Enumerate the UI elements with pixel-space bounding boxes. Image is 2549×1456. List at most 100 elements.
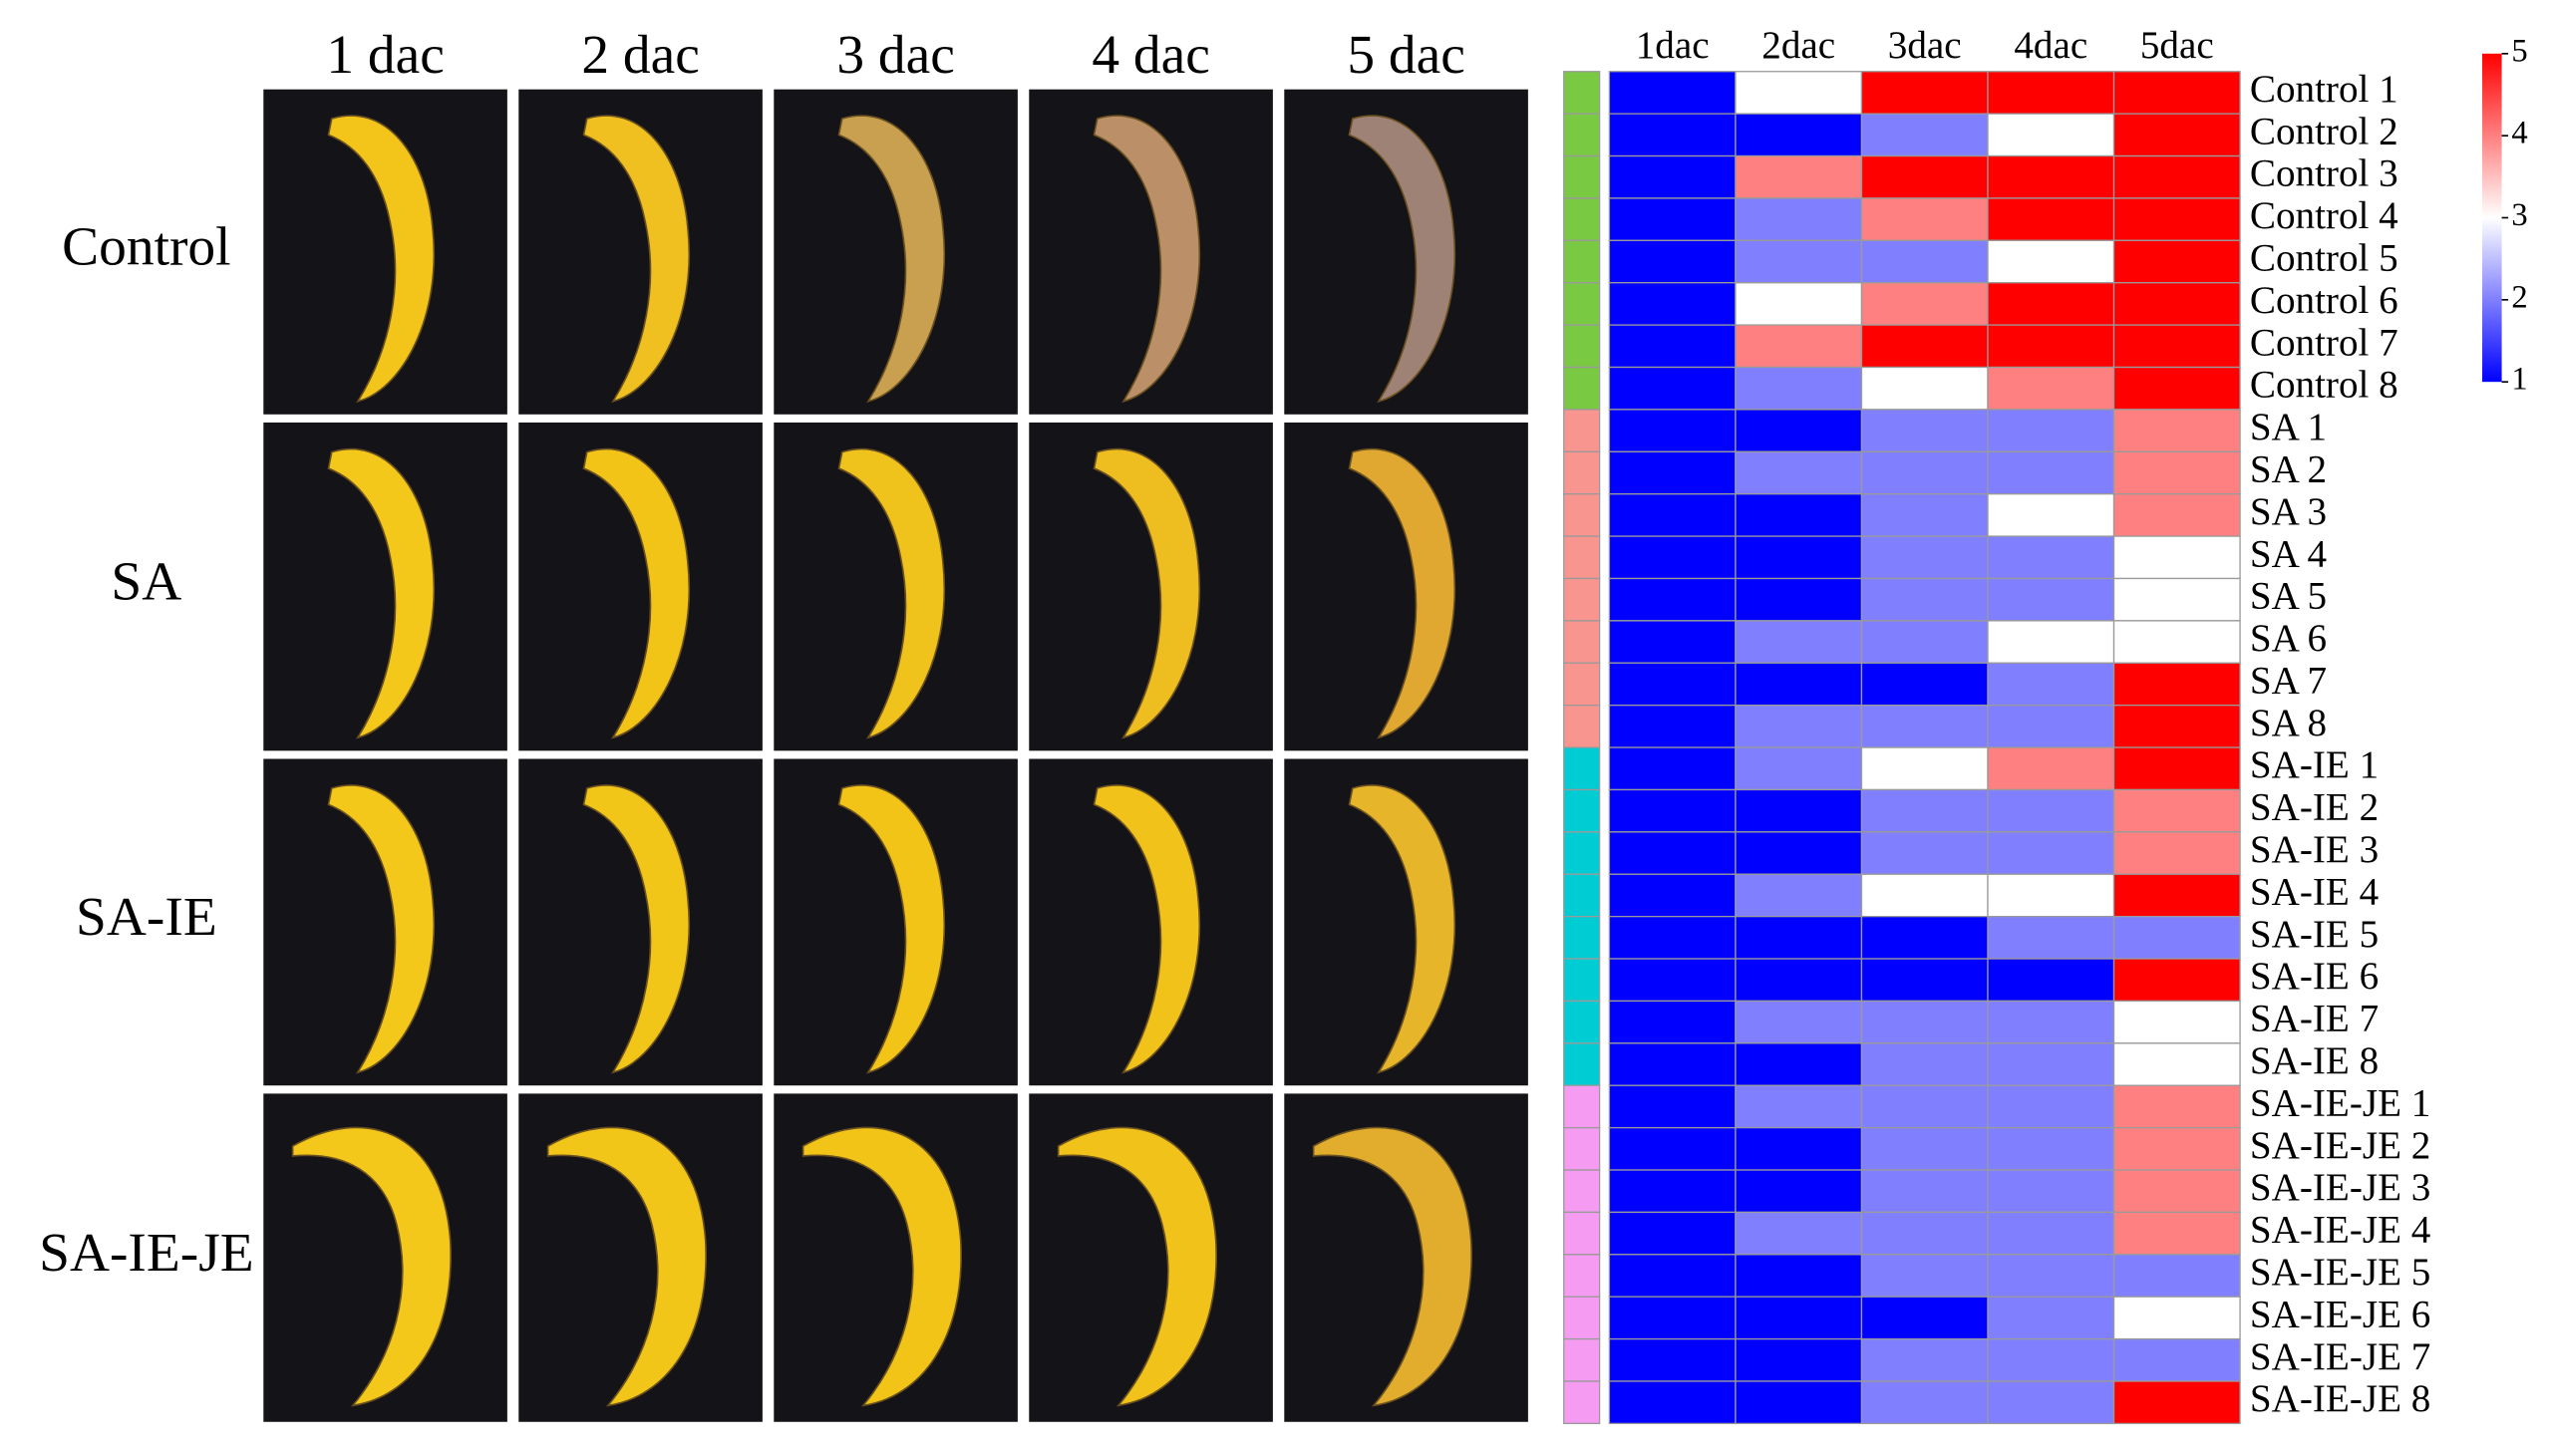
heatmap-cell	[2112, 1254, 2241, 1298]
row-annotation	[1563, 154, 1601, 199]
heatmap-cell	[1608, 1380, 1737, 1425]
heatmap-cell	[1735, 366, 1863, 411]
heatmap-cell	[2112, 1169, 2241, 1214]
heatmap-cell	[2112, 577, 2241, 622]
row-label: Control 4	[2250, 194, 2398, 237]
heatmap-cell	[1860, 1126, 1989, 1171]
row-annotation	[1563, 705, 1601, 748]
heatmap-cell	[1860, 1169, 1989, 1214]
heatmap-cell	[1608, 535, 1737, 580]
heatmap-cell	[1860, 197, 1989, 241]
heatmap-cell	[1735, 915, 1863, 960]
row-label: Control 1	[2250, 68, 2398, 111]
heatmap-cell	[1860, 577, 1989, 622]
heatmap-cell	[1987, 535, 2115, 580]
row-annotation	[1563, 113, 1601, 157]
row-annotation	[1563, 239, 1601, 284]
row-annotation	[1563, 1337, 1601, 1382]
heatmap-cell	[1987, 366, 2115, 411]
heatmap-cell	[1860, 324, 1989, 369]
heatmap-cell	[1735, 113, 1863, 157]
row-label: SA-IE-JE 2	[2250, 1124, 2430, 1167]
heatmap-cell	[1860, 1254, 1989, 1298]
heatmap-cell	[1735, 493, 1863, 537]
heatmap-cell	[1608, 493, 1737, 537]
heatmap-cell	[1987, 282, 2115, 326]
heatmap-cell	[2112, 1042, 2241, 1086]
heatmap-cell	[1987, 324, 2115, 369]
heatmap-cell	[1735, 1084, 1863, 1129]
column-label: 5dac	[2140, 24, 2214, 67]
row-annotation	[1563, 1126, 1601, 1171]
photo-row-label: SA-IE	[76, 886, 217, 947]
heatmap-cell	[2112, 831, 2241, 875]
row-annotation	[1563, 1296, 1601, 1340]
row-annotation	[1563, 409, 1601, 452]
heatmap-cell	[1987, 1254, 2115, 1298]
heatmap-cell	[1860, 1337, 1989, 1382]
heatmap-cell	[2112, 324, 2241, 369]
heatmap-cell	[1735, 409, 1863, 452]
photo-column-label: 1 dac	[326, 24, 444, 85]
heatmap-cell	[1987, 958, 2115, 1003]
column-label: 1dac	[1636, 24, 1710, 67]
heatmap-cell	[1735, 873, 1863, 918]
heatmap-cell	[1735, 746, 1863, 791]
row-label: SA 8	[2250, 702, 2327, 744]
row-annotation	[1563, 831, 1601, 875]
heatmap-cell	[2112, 113, 2241, 157]
heatmap-cell	[2112, 1337, 2241, 1382]
heatmap-cell	[1987, 915, 2115, 960]
banana	[582, 447, 691, 739]
row-label: SA 3	[2250, 490, 2327, 533]
heatmap-cell	[1860, 873, 1989, 918]
heatmap-cell	[1987, 1380, 2115, 1425]
colorbar-tick-label: 5	[2511, 33, 2527, 69]
banana	[1312, 1126, 1472, 1407]
heatmap-cell	[1860, 1296, 1989, 1340]
row-annotation	[1563, 873, 1601, 918]
row-annotation	[1563, 493, 1601, 537]
banana	[801, 1126, 962, 1407]
heatmap-cell	[1735, 197, 1863, 241]
heatmap-cell	[1987, 662, 2115, 707]
heatmap-cell	[1608, 705, 1737, 748]
heatmap-cell	[1860, 1084, 1989, 1129]
heatmap-cell	[1608, 1126, 1737, 1171]
heatmap-cell	[1860, 958, 1989, 1003]
colorbar-tick-label: 4	[2511, 116, 2527, 151]
heatmap-cell	[1608, 282, 1737, 326]
heatmap-cell	[1608, 620, 1737, 664]
heatmap-cell	[1608, 1211, 1737, 1256]
heatmap-cell	[1860, 662, 1989, 707]
row-label: SA-IE 7	[2250, 998, 2379, 1040]
heatmap-cell	[1735, 958, 1863, 1003]
heatmap-cell	[1860, 71, 1989, 115]
heatmap-cell	[1987, 1337, 2115, 1382]
colorbar	[2482, 53, 2502, 383]
heatmap-cell	[1860, 620, 1989, 664]
heatmap-cell	[2112, 1211, 2241, 1256]
heatmap-cell	[1860, 366, 1989, 411]
heatmap-cell	[1608, 154, 1737, 199]
row-annotation	[1563, 71, 1601, 115]
row-label: SA-IE 4	[2250, 870, 2379, 913]
banana	[1093, 115, 1201, 404]
heatmap-cell	[1735, 1254, 1863, 1298]
heatmap-cell	[1608, 1169, 1737, 1214]
row-label: Control 3	[2250, 152, 2398, 195]
banana	[327, 447, 436, 739]
heatmap-cell	[1987, 788, 2115, 833]
row-label: SA 6	[2250, 617, 2327, 660]
heatmap-cell	[2112, 535, 2241, 580]
column-label: 2dac	[1761, 24, 1835, 67]
heatmap-cell	[1608, 1042, 1737, 1086]
heatmap-cell	[2112, 788, 2241, 833]
row-annotation	[1563, 535, 1601, 580]
heatmap-cell	[1735, 831, 1863, 875]
row-label: SA-IE-JE 5	[2250, 1251, 2430, 1294]
photo-row-label: SA-IE-JE	[39, 1222, 254, 1283]
heatmap-cell	[1987, 197, 2115, 241]
row-annotation	[1563, 1084, 1601, 1129]
